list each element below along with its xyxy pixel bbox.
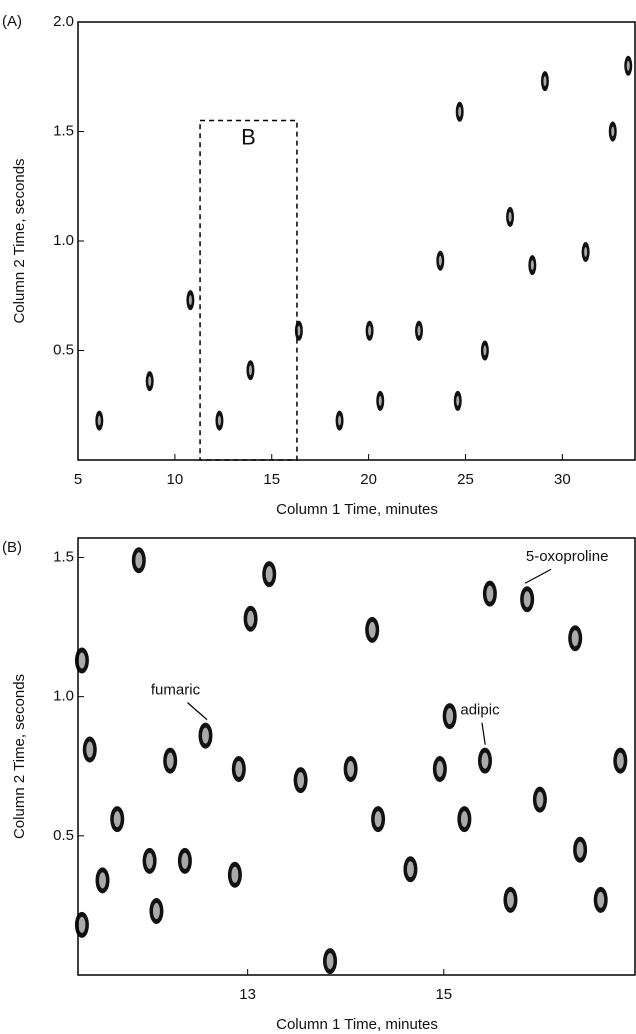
annotation-arrow [187, 702, 208, 721]
peak-core [338, 415, 342, 426]
x-tick-label: 15 [435, 986, 452, 1003]
peak-core [584, 246, 588, 257]
peak-core [523, 591, 531, 608]
peak-core [97, 415, 101, 426]
peak-core [326, 953, 334, 970]
zoom-label: B [241, 124, 256, 149]
peak-core [247, 610, 255, 627]
y-axis-title: Column 2 Time, seconds [11, 674, 28, 839]
peak-core [378, 395, 382, 406]
y-tick-label: 0.5 [53, 341, 74, 358]
peak-core [438, 255, 442, 266]
peak-core [265, 566, 273, 583]
y-tick-label: 1.0 [53, 232, 74, 249]
peak-core [297, 325, 301, 336]
x-tick-label: 10 [167, 471, 184, 488]
peak-core [460, 811, 468, 828]
annotation-arrow [481, 722, 486, 745]
annotation: fumaric [151, 682, 201, 699]
y-tick-label: 1.5 [53, 122, 74, 139]
x-tick-label: 20 [360, 471, 377, 488]
peak-core [248, 365, 252, 376]
peak-core [368, 325, 372, 336]
x-tick-label: 30 [554, 471, 571, 488]
panel-label: (A) [2, 13, 22, 30]
annotation: adipic [460, 702, 500, 719]
peak-core [201, 727, 209, 744]
zoom-region [199, 119, 298, 461]
peak-core [571, 630, 579, 647]
x-axis-title: Column 1 Time, minutes [276, 501, 438, 518]
peak-core [99, 872, 107, 889]
y-tick-label: 1.5 [53, 548, 74, 565]
peak-core [483, 345, 487, 356]
peak-core [374, 811, 382, 828]
peak-core [543, 76, 547, 87]
peak-core [148, 376, 152, 387]
peak-core [368, 621, 376, 638]
peak-core [611, 126, 615, 137]
x-tick-label: 5 [74, 471, 82, 488]
peak-core [456, 395, 460, 406]
peak-core [506, 891, 514, 908]
x-tick-label: 25 [457, 471, 474, 488]
peak-core [181, 852, 189, 869]
annotation: 5-oxoproline [526, 548, 609, 565]
peak-core [86, 741, 94, 758]
peak-core [152, 902, 160, 919]
peak-core [436, 761, 444, 778]
y-tick-label: 2.0 [53, 13, 74, 30]
peak-core [235, 761, 243, 778]
peak-core [231, 866, 239, 883]
peak-core [486, 585, 494, 602]
peak-core [626, 60, 630, 71]
peak-core [217, 415, 221, 426]
y-axis-title: Column 2 Time, seconds [11, 158, 28, 323]
peak-core [166, 752, 174, 769]
plot-frame [77, 537, 636, 976]
plot-frame [77, 21, 636, 461]
peak-core [576, 841, 584, 858]
annotation-arrow [524, 568, 552, 584]
peak-core [616, 752, 624, 769]
x-tick-label: 13 [239, 986, 256, 1003]
peak-core [446, 708, 454, 725]
y-tick-label: 1.0 [53, 688, 74, 705]
y-tick-label: 0.5 [53, 827, 74, 844]
peak-core [113, 811, 121, 828]
peak-core [417, 325, 421, 336]
peak-core [481, 752, 489, 769]
peak-core [188, 295, 192, 306]
panel-label: (B) [2, 539, 22, 556]
peak-core [135, 552, 143, 569]
peak-core [406, 861, 414, 878]
peak-core [508, 211, 512, 222]
peak-core [597, 891, 605, 908]
peak-core [530, 260, 534, 271]
peak-core [146, 852, 154, 869]
peak-core [536, 791, 544, 808]
peak-core [458, 106, 462, 117]
peak-core [297, 772, 305, 789]
peak-core [347, 761, 355, 778]
x-tick-label: 15 [263, 471, 280, 488]
x-axis-title: Column 1 Time, minutes [276, 1016, 438, 1033]
peak-core [78, 916, 86, 933]
peak-core [78, 652, 86, 669]
